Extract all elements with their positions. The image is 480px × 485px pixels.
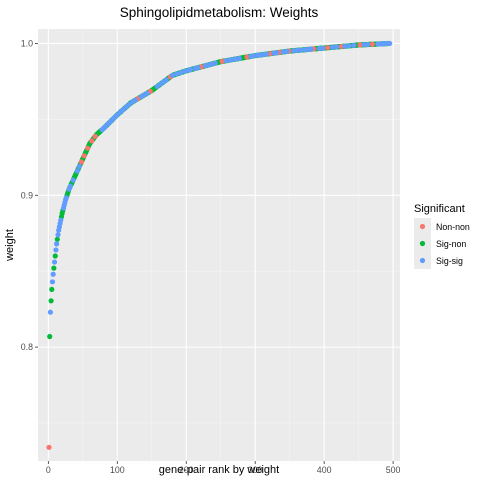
- data-point-sig-sig: [50, 271, 56, 277]
- data-point-non-non: [92, 133, 98, 139]
- data-point-sig-non: [49, 286, 55, 293]
- data-point-non-non: [244, 54, 250, 60]
- data-point-sig-sig: [284, 48, 290, 54]
- data-point-sig-sig: [329, 44, 336, 50]
- data-point-non-non: [78, 159, 85, 165]
- points-layer: [46, 40, 393, 450]
- data-point-sig-sig: [298, 47, 304, 53]
- data-point-non-non: [81, 153, 87, 159]
- data-point-sig-sig: [342, 43, 348, 49]
- x-tick-label: 100: [110, 465, 125, 475]
- data-point-sig-sig: [63, 195, 69, 201]
- data-point-sig-sig: [49, 279, 56, 285]
- data-point-sig-sig: [169, 72, 176, 78]
- axis-layer: 0 100 200 300 400 500 0.8 0.9 1.0: [21, 38, 401, 475]
- x-tick-label: 200: [179, 465, 194, 475]
- data-point-sig-sig: [333, 44, 340, 50]
- data-point-sig-non: [47, 333, 53, 340]
- data-point-sig-sig: [51, 259, 58, 265]
- x-axis-label: gene-pair rank by weight: [159, 464, 279, 476]
- data-point-sig-sig: [364, 41, 371, 48]
- data-point-sig-sig: [346, 43, 352, 49]
- legend-title: Significant: [414, 203, 465, 215]
- data-point-sig-sig: [54, 241, 60, 247]
- data-point-sig-sig: [387, 40, 393, 47]
- y-tick-label: 1.0: [21, 38, 33, 48]
- data-point-non-non: [89, 138, 95, 144]
- legend-label-non-non: Non-non: [436, 222, 470, 232]
- data-point-sig-sig: [351, 42, 357, 48]
- data-point-sig-sig: [132, 97, 138, 103]
- data-point-sig-sig: [187, 67, 193, 73]
- data-point-non-non: [369, 41, 376, 47]
- data-point-sig-sig: [55, 232, 61, 238]
- data-point-sig-non: [51, 265, 57, 271]
- y-tick-label: 0.8: [21, 342, 33, 352]
- data-point-sig-non: [52, 253, 58, 259]
- data-point-sig-non: [48, 298, 54, 304]
- data-point-sig-sig: [70, 177, 76, 183]
- data-point-non-non: [219, 58, 225, 64]
- data-point-sig-sig: [320, 45, 326, 51]
- data-point-non-non: [46, 444, 52, 450]
- legend-key-sig-non: [419, 240, 426, 247]
- data-point-non-non: [357, 42, 363, 48]
- data-point-non-non: [325, 45, 331, 51]
- data-point-sig-sig: [212, 60, 218, 66]
- y-tick-label: 0.9: [21, 190, 33, 200]
- x-tick-label: 500: [386, 465, 401, 475]
- data-point-sig-sig: [273, 50, 280, 56]
- legend-key-non-non: [419, 223, 426, 230]
- data-point-sig-sig: [195, 65, 201, 71]
- x-tick-label: 0: [46, 465, 51, 475]
- x-tick-label: 300: [248, 465, 263, 475]
- legend-label-sig-sig: Sig-sig: [436, 256, 463, 266]
- y-axis-label: weight: [4, 229, 16, 262]
- data-point-sig-sig: [76, 163, 82, 170]
- data-point-sig-sig: [53, 247, 59, 253]
- data-point-sig-non: [54, 236, 60, 242]
- data-point-non-non: [85, 145, 91, 151]
- data-point-sig-sig: [67, 183, 74, 189]
- legend-label-sig-non: Sig-non: [436, 239, 466, 249]
- legend-key-sig-sig: [419, 257, 426, 264]
- grid-layer: [38, 29, 400, 461]
- legend: Significant Non-non Sig-non Sig-sig: [414, 203, 470, 269]
- data-point-sig-sig: [58, 217, 64, 223]
- data-point-sig-sig: [47, 309, 54, 315]
- data-point-sig-sig: [173, 71, 180, 77]
- data-point-sig-sig: [236, 55, 242, 61]
- data-point-sig-sig: [74, 168, 80, 174]
- data-point-sig-sig: [263, 51, 269, 57]
- data-point-sig-sig: [144, 90, 150, 96]
- data-point-sig-sig: [308, 46, 314, 52]
- plot-panel: [38, 29, 400, 461]
- chart-title: Sphingolipidmetabolism: Weights: [120, 5, 319, 20]
- data-point-sig-sig: [163, 77, 169, 83]
- x-tick-label: 400: [317, 465, 332, 475]
- data-point-sig-sig: [178, 69, 184, 76]
